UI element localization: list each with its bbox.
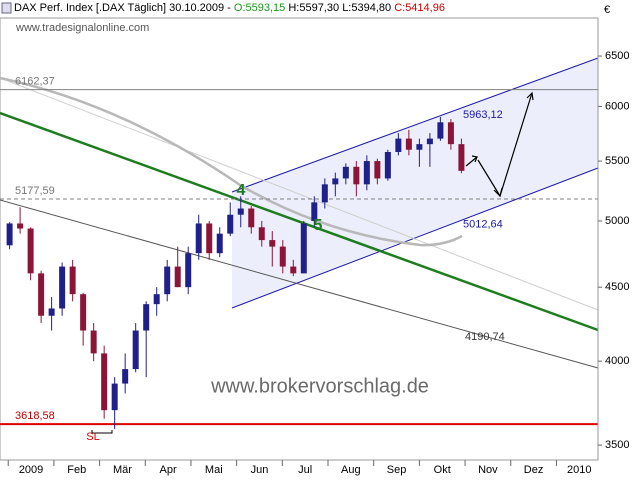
header-high: H:5597,30 [288,2,339,14]
channel-upper [231,57,599,193]
x-tick-label: Jul [298,464,312,476]
candle-body [80,294,87,331]
candle-body [227,214,234,234]
candle-body [321,184,328,203]
candle-body [458,144,465,171]
trend-line-grey [0,77,599,311]
y-tick-label: 4500 [605,281,629,293]
candle-body [27,228,34,274]
header-icon [1,2,12,14]
x-tick-label: 2010 [567,464,591,476]
candle-body [353,166,360,185]
header-open: O:5593,15 [234,2,285,14]
candle-body [48,308,55,316]
candle-body [90,330,97,354]
candle-body [342,166,349,179]
y-tick-label: 5500 [605,155,629,167]
candle-body [185,253,192,288]
forecast-arrows [465,91,534,198]
candle-body [384,151,391,179]
candle-body [311,202,318,221]
channel-label: 5963,12 [463,109,503,121]
x-tick-label: Sep [387,464,407,476]
stop-label: SL [86,431,99,443]
header-low: L:5394,80 [342,2,391,14]
candle-body [279,246,286,267]
currency: € [604,4,610,16]
candle-body [143,304,150,331]
candle-body [111,383,118,411]
channel-label: 4190,74 [465,331,505,343]
x-tick-label: Apr [160,464,177,476]
wave-label: 5 [314,217,323,234]
candle-body [38,273,45,316]
candle-body [195,223,202,254]
level-label: 3618,58 [15,410,55,422]
x-tick-label: Okt [434,464,451,476]
candle-body [447,122,454,145]
candle-body [416,144,423,150]
candle-body [101,353,108,411]
candle-body [153,294,160,305]
candle-body [216,233,223,254]
channel-label: 5012,64 [463,218,503,230]
candle-body [269,240,276,247]
y-tick-label: 6500 [605,50,629,62]
y-tick-label: 5000 [605,215,629,227]
candle-body [174,266,181,288]
x-tick-label: Dez [524,464,544,476]
candle-body [122,369,129,384]
wave-label: 4 [237,182,246,199]
candle-body [6,223,13,246]
header-close: C:5414,96 [394,2,445,14]
candle-body [300,223,307,274]
x-tick-label: Nov [478,464,498,476]
candle-body [363,161,370,185]
header: DAX Perf. Index [.DAX Täglich] 30.10.200… [14,2,445,14]
candle-body [59,266,66,309]
candle-body [374,161,381,179]
candle-body [248,208,255,228]
y-tick-label: 6000 [605,100,629,112]
candle-body [132,330,139,370]
candle-body [437,122,444,139]
watermark: www.brokervorschlag.de [210,375,429,397]
y-tick-label: 3500 [605,439,629,451]
moving-average [0,76,463,247]
x-tick-label: Mär [113,464,132,476]
candle-body [290,266,297,274]
candle-body [405,138,412,150]
candle-body [395,138,402,152]
x-tick-label: Mai [205,464,223,476]
header-title: DAX Perf. Index [.DAX Täglich] 30.10.200… [14,2,231,14]
candle-body [332,178,339,185]
watermark-top: www.tradesignalonline.com [15,22,149,34]
candle-body [237,208,244,215]
x-tick-label: Feb [67,464,86,476]
channel-lower [231,167,599,309]
candle-body [258,227,265,241]
candle-body [17,223,24,229]
x-tick-label: Aug [341,464,361,476]
channel-fill [232,58,598,308]
candle-body [206,223,213,254]
x-tick-label: Jun [251,464,269,476]
level-label: 5177,59 [15,185,55,197]
x-tick-label: 2009 [19,464,43,476]
stop-bracket [91,430,113,434]
trend-line-green [0,111,599,332]
y-tick-label: 4000 [605,355,629,367]
candle-body [426,138,433,145]
candle-body [69,266,76,295]
level-label: 6162,37 [15,76,55,88]
trend-line-lower [0,199,599,369]
candle-body [164,266,171,295]
